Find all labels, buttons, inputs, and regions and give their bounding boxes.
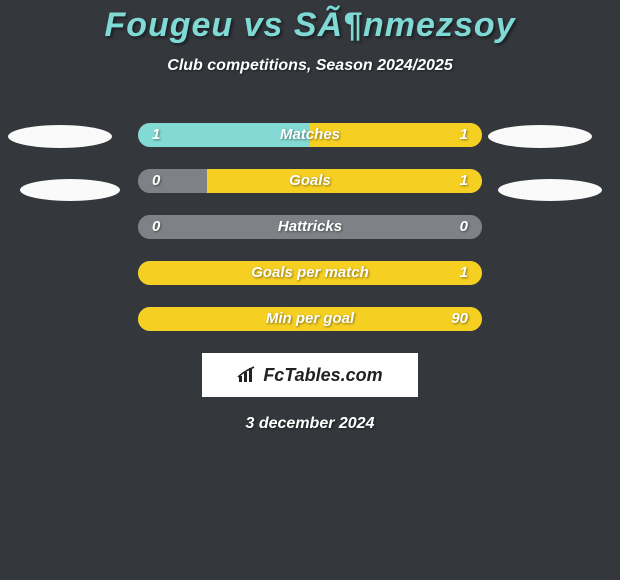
stat-label: Goals per match [138,261,482,285]
stat-row: 11Matches [138,123,482,147]
comparison-chart: 11Matches 01Goals 00Hattricks 1Goals per ma… [138,123,482,331]
photo-shadow [498,179,602,201]
stat-label: Min per goal [138,307,482,331]
stat-label: Goals [138,169,482,193]
stat-row: 00Hattricks [138,215,482,239]
photo-shadow [8,125,112,148]
branding-text: FcTables.com [263,365,382,386]
page-title: Fougeu vs SÃ¶nmezsoy [0,0,620,45]
photo-shadow [488,125,592,148]
page-subtitle: Club competitions, Season 2024/2025 [0,57,620,75]
stat-row: 90Min per goal [138,307,482,331]
footer-date: 3 december 2024 [0,415,620,433]
photo-shadow [20,179,120,201]
stat-label: Hattricks [138,215,482,239]
stat-label: Matches [138,123,482,147]
stat-row: 01Goals [138,169,482,193]
chart-icon [237,366,259,384]
stat-row: 1Goals per match [138,261,482,285]
branding-box: FcTables.com [202,353,418,397]
branding-logo: FcTables.com [237,365,382,386]
